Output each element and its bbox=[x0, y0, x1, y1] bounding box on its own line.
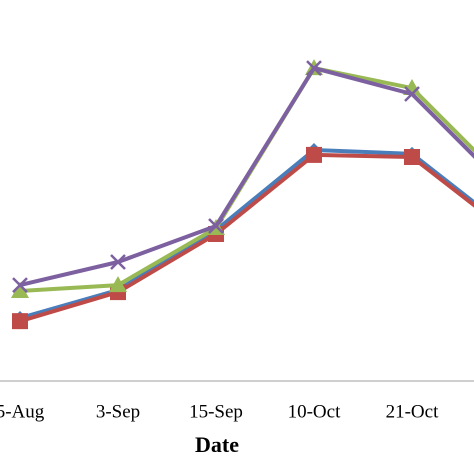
x-tick-label: 3-Sep bbox=[96, 401, 140, 422]
marker bbox=[12, 313, 28, 330]
marker bbox=[208, 218, 224, 234]
x-tick-label: 5-Aug bbox=[0, 401, 45, 422]
x-tick-label: 21-Oct bbox=[386, 401, 439, 422]
marker bbox=[306, 60, 322, 76]
series-line bbox=[19, 152, 474, 324]
marker bbox=[110, 254, 126, 270]
marker bbox=[12, 277, 28, 293]
series-line bbox=[19, 148, 474, 320]
marker bbox=[404, 86, 420, 102]
marker bbox=[11, 282, 29, 299]
series-line bbox=[19, 66, 474, 288]
x-tick-label: 10-Oct bbox=[288, 401, 341, 422]
marker bbox=[109, 276, 127, 293]
x-tick-label: 15-Sep bbox=[189, 401, 243, 422]
marker bbox=[404, 149, 420, 165]
marker bbox=[306, 146, 322, 163]
x-axis-title: Date bbox=[195, 432, 239, 457]
